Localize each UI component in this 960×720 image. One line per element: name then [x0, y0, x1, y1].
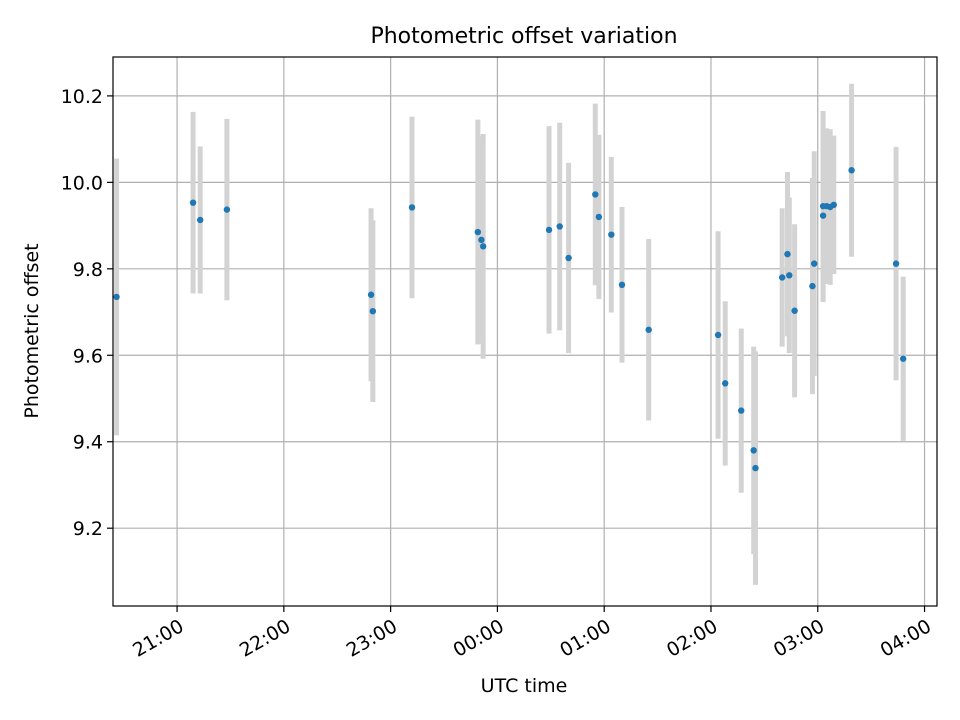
data-point	[474, 228, 482, 236]
data-point	[899, 355, 907, 362]
x-tick-label: 00:00	[449, 615, 507, 661]
data-point	[608, 231, 615, 238]
grid	[113, 57, 937, 606]
y-axis-label: Photometric offset	[21, 243, 43, 418]
data-point	[113, 293, 120, 301]
y-tick-label: 9.4	[73, 432, 103, 454]
x-tick-label: 23:00	[343, 615, 401, 661]
data-point	[367, 291, 375, 298]
x-tick-label: 22:00	[236, 615, 294, 661]
error-bars	[114, 83, 906, 585]
x-axis: 21:00 22:00 23:00 00:00 01:00 02:00 03:00 04:00	[129, 606, 935, 662]
y-tick-label: 9.6	[73, 345, 103, 367]
data-point	[565, 254, 572, 262]
x-axis-label: UTC time	[481, 675, 568, 697]
data-point	[791, 307, 798, 314]
data-points	[113, 167, 907, 472]
data-point	[189, 199, 197, 206]
data-point	[595, 213, 603, 221]
data-point	[786, 272, 793, 279]
data-point	[819, 212, 827, 219]
data-point	[892, 260, 900, 267]
data-point	[848, 167, 855, 174]
data-point	[778, 274, 786, 281]
x-tick-label: 02:00	[663, 615, 721, 661]
data-point	[618, 281, 626, 289]
data-point	[738, 407, 745, 414]
data-point	[752, 464, 759, 472]
data-point	[478, 236, 485, 244]
x-tick-label: 04:00	[877, 615, 935, 661]
data-point	[197, 216, 204, 224]
data-point	[223, 206, 231, 213]
chart-title: Photometric offset variation	[370, 24, 677, 49]
data-point	[408, 204, 416, 211]
data-point	[645, 326, 652, 333]
data-point	[714, 331, 722, 339]
x-tick-label: 21:00	[129, 615, 187, 661]
y-axis: 9.2 9.4 9.6 9.8 10.0 10.2	[61, 86, 113, 540]
y-tick-label: 10.2	[61, 86, 103, 108]
data-point	[809, 282, 816, 290]
y-tick-label: 9.8	[73, 259, 103, 281]
data-point	[556, 223, 563, 230]
data-point	[830, 201, 837, 209]
data-point	[750, 447, 757, 454]
plot-frame	[112, 56, 938, 607]
data-point	[545, 226, 553, 234]
data-point	[811, 260, 818, 267]
data-point	[479, 243, 487, 250]
data-point	[722, 380, 729, 387]
x-tick-label: 01:00	[556, 615, 614, 661]
x-tick-label: 03:00	[770, 615, 828, 661]
y-tick-label: 9.2	[73, 518, 103, 540]
data-point	[369, 307, 377, 315]
data-point	[784, 250, 791, 258]
data-point	[592, 191, 599, 198]
y-tick-label: 10.0	[61, 172, 103, 194]
